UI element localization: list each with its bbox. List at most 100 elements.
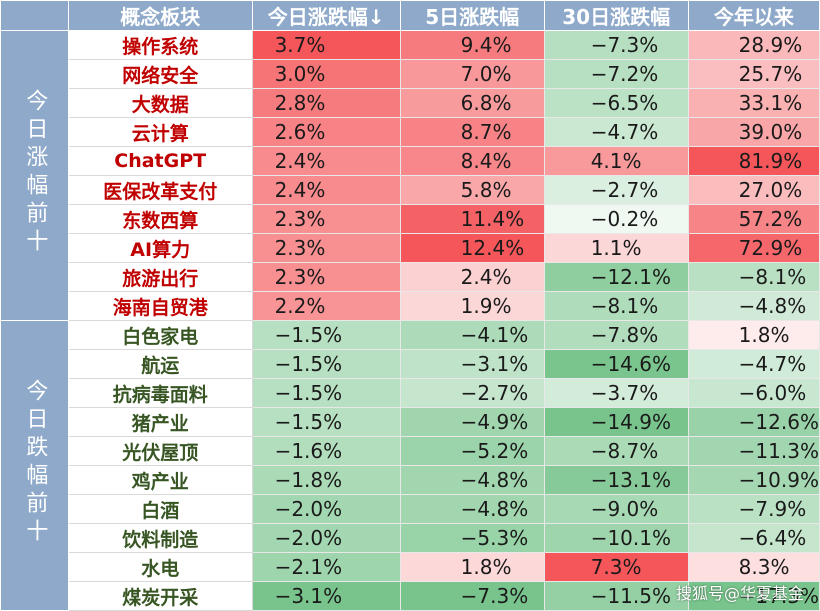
today-change-cell: −2.1%	[251, 552, 401, 582]
thirty-day-change-cell: −7.3%	[543, 30, 689, 60]
table-row: 今日涨幅前十 操作系统 3.7% 9.4% −7.3% 28.9%	[0, 30, 820, 321]
thirty-day-change-cell: −14.6%	[543, 349, 689, 379]
thirty-day-change-cell: −14.9%	[543, 407, 689, 437]
thirty-day-change-cell: −8.1%	[543, 291, 689, 321]
table-row: ChatGPT 2.4% 8.4% 4.1% 81.9%	[1, 146, 820, 176]
table-row: 东数西算 2.3% 11.4% −0.2% 57.2%	[1, 204, 820, 234]
thirty-day-change-cell: −3.7%	[543, 378, 689, 408]
sector-name-cell: 云计算	[67, 117, 253, 147]
today-change-cell: 2.3%	[251, 262, 401, 292]
sector-name-cell: 网络安全	[67, 59, 253, 89]
table-row: 旅游出行 2.3% 2.4% −12.1% −8.1%	[1, 262, 820, 292]
sector-name-cell: 抗病毒面料	[67, 378, 253, 408]
ytd-change-cell: −4.8%	[687, 291, 820, 321]
today-change-cell: −1.6%	[251, 436, 401, 466]
today-change-cell: −1.5%	[251, 320, 401, 350]
today-change-cell: −3.1%	[251, 581, 401, 611]
five-day-change-cell: −4.9%	[399, 407, 545, 437]
five-day-change-cell: 7.0%	[399, 59, 545, 89]
table-row: 白酒 −2.0% −4.8% −9.0% −7.9%	[1, 494, 820, 524]
table-row: 水电 −2.1% 1.8% 7.3% 8.3%	[1, 552, 820, 582]
ytd-change-cell: 28.9%	[687, 30, 820, 60]
table-row: 海南自贸港 2.2% 1.9% −8.1% −4.8%	[1, 291, 820, 321]
header-ytd-change[interactable]: 今年以来	[687, 0, 820, 31]
thirty-day-change-cell: −6.5%	[543, 88, 689, 118]
thirty-day-change-cell: −10.1%	[543, 523, 689, 553]
sector-name-cell: 饮料制造	[67, 523, 253, 553]
sector-name-cell: 海南自贸港	[67, 291, 253, 321]
today-change-cell: −1.5%	[251, 349, 401, 379]
table-row: 光伏屋顶 −1.6% −5.2% −8.7% −11.3%	[1, 436, 820, 466]
ytd-change-cell: 81.9%	[687, 146, 820, 176]
header-corner	[0, 0, 69, 31]
today-change-cell: −1.8%	[251, 465, 401, 495]
table-row: 医保改革支付 2.4% 5.8% −2.7% 27.0%	[1, 175, 820, 205]
today-change-cell: 2.2%	[251, 291, 401, 321]
header-5day-change[interactable]: 5日涨跌幅	[399, 0, 545, 31]
ytd-change-cell: −8.1%	[687, 262, 820, 292]
group-label-top-gainers: 今日涨幅前十	[0, 30, 69, 321]
five-day-change-cell: 1.9%	[399, 291, 545, 321]
sector-name-cell: 东数西算	[67, 204, 253, 234]
ytd-change-cell: 1.8%	[687, 320, 820, 350]
five-day-change-cell: 8.7%	[399, 117, 545, 147]
table-row: 抗病毒面料 −1.5% −2.7% −3.7% −6.0%	[1, 378, 820, 408]
sector-name-cell: 光伏屋顶	[67, 436, 253, 466]
five-day-change-cell: 6.8%	[399, 88, 545, 118]
table-row: 大数据 2.8% 6.8% −6.5% 33.1%	[1, 88, 820, 118]
today-change-cell: −1.5%	[251, 378, 401, 408]
table-row: 航运 −1.5% −3.1% −14.6% −4.7%	[1, 349, 820, 379]
five-day-change-cell: 12.4%	[399, 233, 545, 263]
thirty-day-change-cell: −0.2%	[543, 204, 689, 234]
header-sector[interactable]: 概念板块	[67, 0, 253, 31]
ytd-change-cell: −6.0%	[687, 378, 820, 408]
ytd-change-cell: −10.9%	[687, 465, 820, 495]
today-change-cell: 2.3%	[251, 204, 401, 234]
five-day-change-cell: −7.3%	[399, 581, 545, 611]
thirty-day-change-cell: 1.1%	[543, 233, 689, 263]
thirty-day-change-cell: 7.3%	[543, 552, 689, 582]
today-change-cell: −1.5%	[251, 407, 401, 437]
sector-name-cell: 医保改革支付	[67, 175, 253, 205]
today-change-cell: −2.0%	[251, 523, 401, 553]
sector-name-cell: AI算力	[67, 233, 253, 263]
ytd-change-cell: 57.2%	[687, 204, 820, 234]
today-change-cell: 2.8%	[251, 88, 401, 118]
ytd-change-cell: −4.7%	[687, 349, 820, 379]
thirty-day-change-cell: −4.7%	[543, 117, 689, 147]
today-change-cell: 2.3%	[251, 233, 401, 263]
thirty-day-change-cell: −13.1%	[543, 465, 689, 495]
five-day-change-cell: −4.8%	[399, 494, 545, 524]
table-row: AI算力 2.3% 12.4% 1.1% 72.9%	[1, 233, 820, 263]
sector-name-cell: ChatGPT	[67, 146, 253, 176]
sector-name-cell: 煤炭开采	[67, 581, 253, 611]
table-row: 猪产业 −1.5% −4.9% −14.9% −12.6%	[1, 407, 820, 437]
today-change-cell: 2.4%	[251, 175, 401, 205]
table-row: 今日跌幅前十 白色家电 −1.5% −4.1% −7.8% 1.8%	[0, 320, 820, 611]
header-today-change[interactable]: 今日涨跌幅↓	[251, 0, 401, 31]
five-day-change-cell: −3.1%	[399, 349, 545, 379]
thirty-day-change-cell: −7.2%	[543, 59, 689, 89]
sector-name-cell: 航运	[67, 349, 253, 379]
five-day-change-cell: 8.4%	[399, 146, 545, 176]
sector-name-cell: 鸡产业	[67, 465, 253, 495]
thirty-day-change-cell: −11.5%	[543, 581, 689, 611]
watermark: 搜狐号@华夏基金	[675, 584, 804, 603]
sector-name-cell: 水电	[67, 552, 253, 582]
five-day-change-cell: 1.8%	[399, 552, 545, 582]
ytd-change-cell: −7.9%	[687, 494, 820, 524]
five-day-change-cell: −5.2%	[399, 436, 545, 466]
ytd-change-cell: 39.0%	[687, 117, 820, 147]
today-change-cell: 2.4%	[251, 146, 401, 176]
thirty-day-change-cell: −8.7%	[543, 436, 689, 466]
sector-name-cell: 大数据	[67, 88, 253, 118]
ytd-change-cell: 72.9%	[687, 233, 820, 263]
thirty-day-change-cell: −9.0%	[543, 494, 689, 524]
header-30day-change[interactable]: 30日涨跌幅	[543, 0, 689, 31]
table-row: 云计算 2.6% 8.7% −4.7% 39.0%	[1, 117, 820, 147]
thirty-day-change-cell: −2.7%	[543, 175, 689, 205]
today-change-cell: 3.7%	[251, 30, 401, 60]
ytd-change-cell: −17.3%	[687, 581, 820, 611]
table-row: 网络安全 3.0% 7.0% −7.2% 25.7%	[1, 59, 820, 89]
